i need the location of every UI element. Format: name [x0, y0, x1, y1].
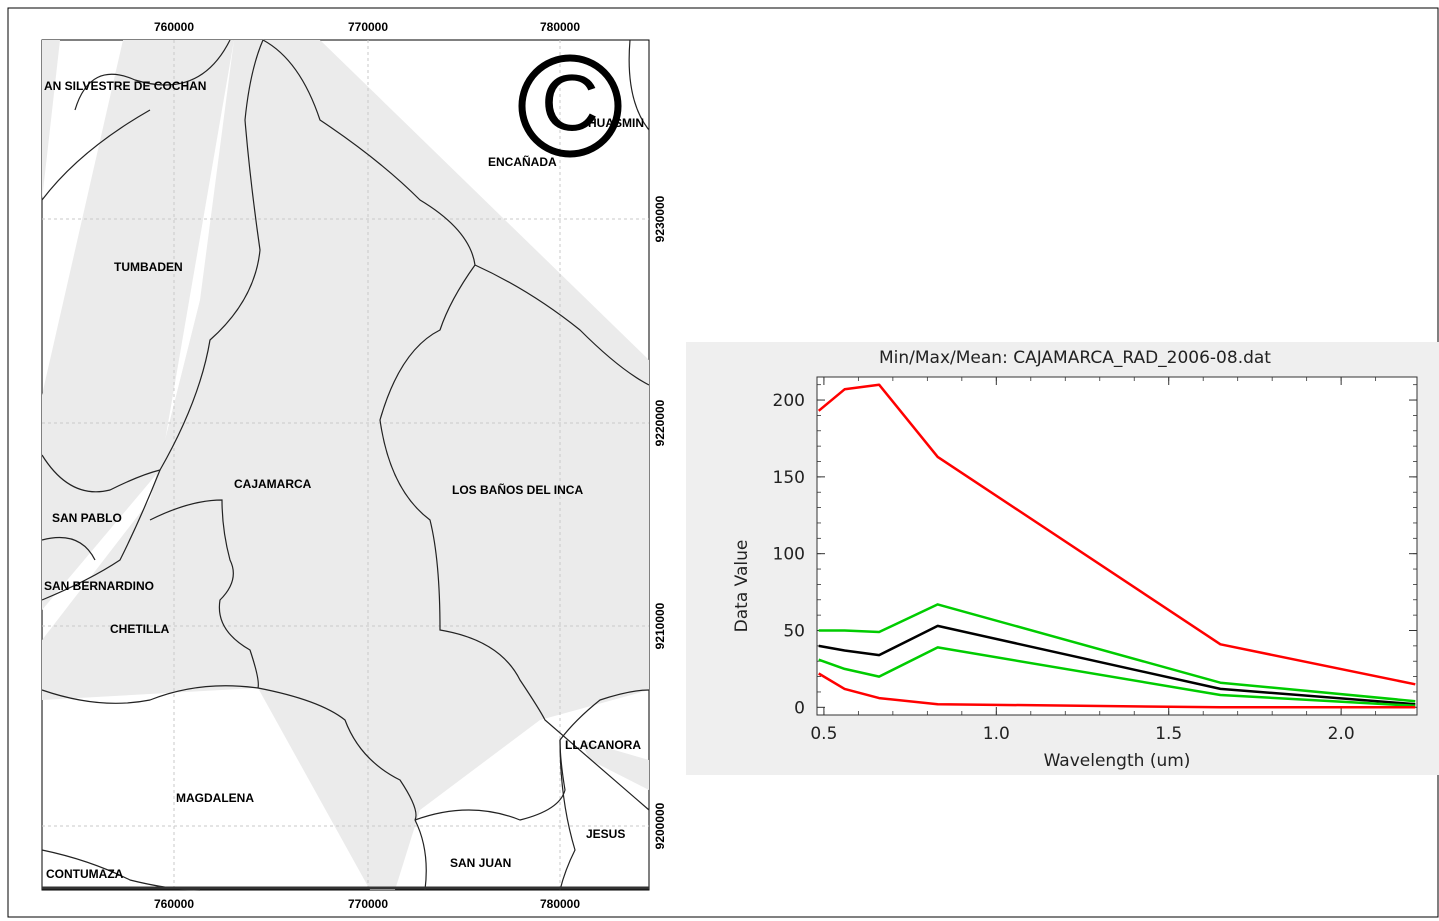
label-magdalena: MAGDALENA — [176, 791, 254, 805]
label-chetilla: CHETILLA — [110, 622, 170, 636]
map-tick-top-2: 770000 — [348, 20, 388, 34]
y-axis-label: Data Value — [732, 540, 752, 633]
axis-ticks: 0.5 1.0 1.5 2.0 0 50 100 150 200 — [773, 377, 1417, 744]
y-tick-label: 50 — [783, 622, 805, 642]
series-line-mean_plus_std — [818, 603, 1416, 703]
image-footprint-corner — [42, 40, 60, 200]
y-tick-label: 150 — [773, 468, 805, 488]
map-tick-bottom-1: 760000 — [154, 897, 194, 911]
label-jesus: JESUS — [586, 827, 625, 841]
label-cajamarca: CAJAMARCA — [234, 477, 312, 491]
map-tick-right-1: 9230000 — [653, 195, 667, 242]
map-tick-top-3: 780000 — [540, 20, 580, 34]
series-line-mean_minus_std — [818, 646, 1416, 708]
label-los-banos: LOS BAÑOS DEL INCA — [452, 482, 583, 497]
x-axis-label: Wavelength (um) — [1044, 751, 1191, 771]
svg-text:C: C — [541, 58, 599, 147]
label-contumaza: CONTUMAZA — [46, 867, 124, 881]
series-line-max — [817, 383, 1416, 686]
map-tick-top-1: 760000 — [154, 20, 194, 34]
district-labels: AN SILVESTRE DE COCHAN HUASMIN ENCAÑADA … — [44, 79, 644, 881]
y-tick-label: 0 — [794, 698, 805, 718]
y-tick-label: 200 — [773, 391, 805, 411]
x-tick-label: 0.5 — [810, 724, 837, 744]
label-san-silvestre: AN SILVESTRE DE COCHAN — [44, 79, 206, 93]
image-footprint-edge — [580, 740, 649, 790]
label-san-bernardino: SAN BERNARDINO — [44, 579, 154, 593]
series-lines — [817, 383, 1416, 709]
label-san-juan: SAN JUAN — [450, 856, 511, 870]
image-footprint-strip — [42, 40, 234, 610]
x-tick-label: 1.0 — [983, 724, 1010, 744]
series-line-min — [818, 672, 1416, 709]
map-tick-bottom-3: 780000 — [540, 897, 580, 911]
plot-area — [816, 376, 1418, 716]
spectral-chart: Min/Max/Mean: CAJAMARCA_RAD_2006-08.dat … — [732, 348, 1418, 771]
series-line-mean — [818, 624, 1416, 706]
spectral-chart-panel: Min/Max/Mean: CAJAMARCA_RAD_2006-08.dat … — [686, 342, 1439, 775]
label-san-pablo: SAN PABLO — [52, 511, 122, 525]
copyright-symbol: C — [518, 54, 622, 158]
label-encanada: ENCAÑADA — [488, 154, 557, 169]
x-tick-label: 2.0 — [1328, 724, 1355, 744]
chart-title: Min/Max/Mean: CAJAMARCA_RAD_2006-08.dat — [879, 348, 1271, 368]
y-tick-label: 100 — [773, 545, 805, 565]
map-tick-right-2: 9220000 — [653, 399, 667, 446]
map-tick-bottom-2: 770000 — [348, 897, 388, 911]
map-tick-right-3: 9210000 — [653, 602, 667, 649]
label-tumbaden: TUMBADEN — [114, 260, 183, 274]
district-boundaries — [41, 39, 650, 891]
map-tick-right-4: 9200000 — [653, 802, 667, 849]
x-tick-label: 1.5 — [1155, 724, 1182, 744]
label-llacanora: LLACANORA — [565, 738, 641, 752]
image-footprint — [42, 40, 649, 890]
